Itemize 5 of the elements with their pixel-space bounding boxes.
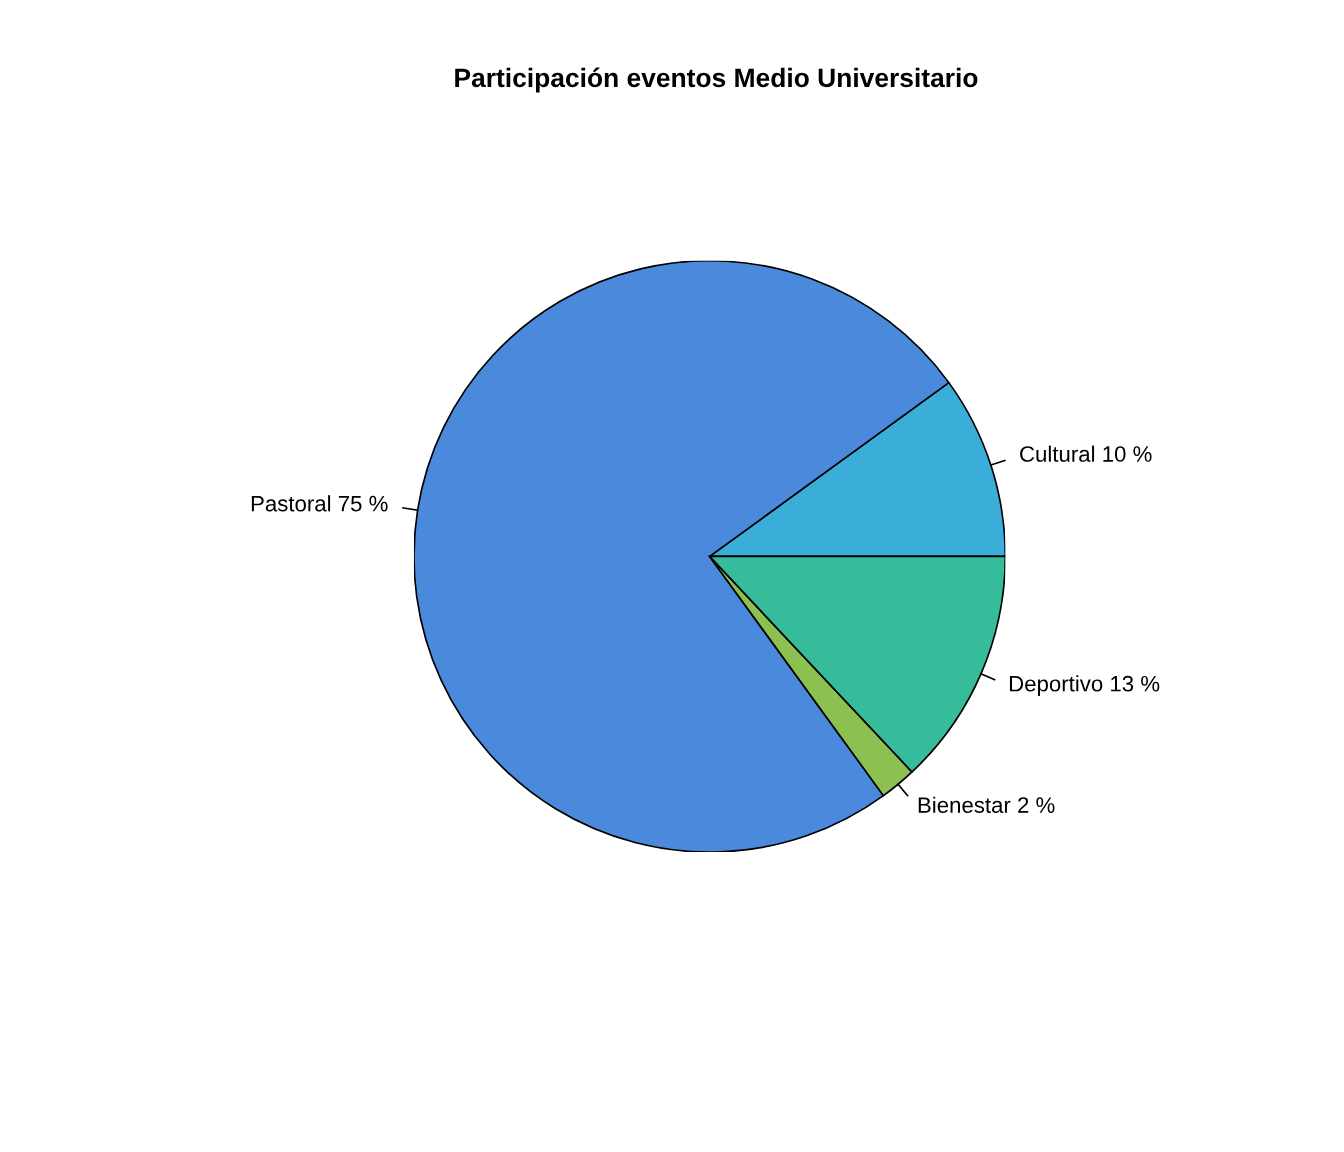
slice-label: Pastoral 75 %: [251, 495, 388, 512]
slice-label: Cultural 10 %: [1020, 445, 1152, 462]
slice-label: Deportivo 13 %: [1009, 675, 1160, 696]
chart-title: Participación eventos Medio Universitario: [455, 67, 978, 93]
slice-label: Bienestar 2 %: [918, 796, 1055, 813]
